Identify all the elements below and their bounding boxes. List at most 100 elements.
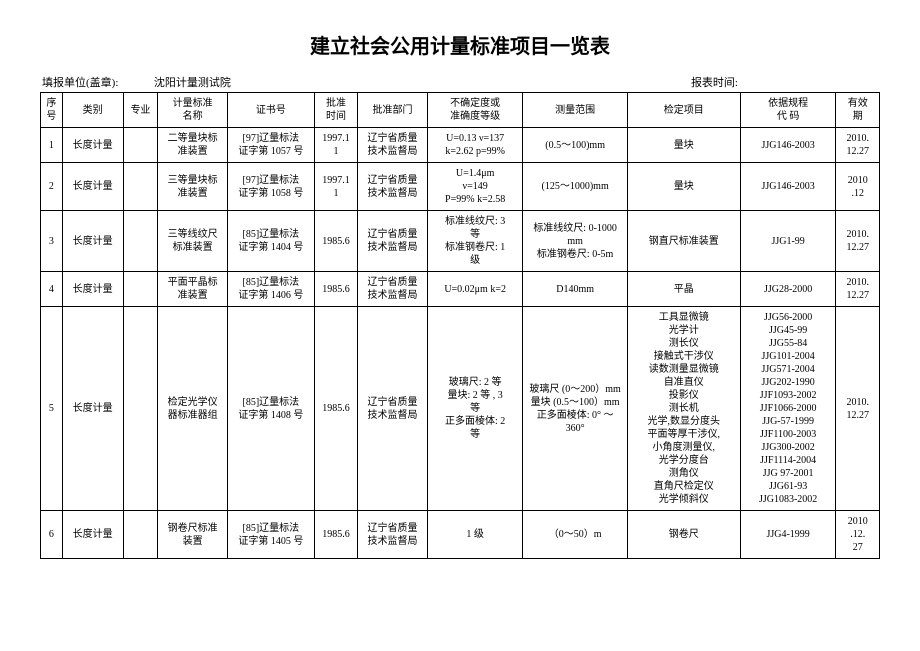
cell-apdt: 1997.1 1: [314, 163, 357, 211]
cell-std: 钢卷尺标准 装置: [158, 511, 228, 559]
col-header: 测量范围: [523, 93, 627, 128]
cell-code: JJG56-2000 JJG45-99 JJG55-84 JJG101-2004…: [740, 307, 836, 511]
header-left-label: 填报单位(盖章):: [42, 77, 118, 89]
header-row: 填报单位(盖章): 沈阳计量测试院 报表时间:: [40, 74, 880, 90]
cell-uncert: U=0.02μm k=2: [427, 272, 523, 307]
cell-std: 检定光学仪 器标准器组: [158, 307, 228, 511]
col-header: 批准部门: [358, 93, 428, 128]
cell-cat: 长度计量: [62, 163, 123, 211]
cell-code: JJG28-2000: [740, 272, 836, 307]
table-row: 3长度计量三等线纹尺 标准装置[85]辽量标法 证字第 1404 号1985.6…: [41, 211, 880, 272]
cell-code: JJG4-1999: [740, 511, 836, 559]
table-row: 4长度计量平面平晶标 准装置[85]辽量标法 证字第 1406 号1985.6辽…: [41, 272, 880, 307]
cell-seq: 1: [41, 128, 63, 163]
cell-cert: [97]辽量标法 证字第 1057 号: [227, 128, 314, 163]
cell-uncert: 玻璃尺: 2 等 量块: 2 等 , 3 等 正多面棱体: 2 等: [427, 307, 523, 511]
cell-item: 量块: [627, 128, 740, 163]
cell-range: (125～1000)mm: [523, 163, 627, 211]
cell-prof: [123, 272, 158, 307]
col-header: 证书号: [227, 93, 314, 128]
cell-item: 工具显微镜 光学计 测长仪 接触式干涉仪 读数测量显微镜 自准直仪 投影仪 测长…: [627, 307, 740, 511]
header-left: 填报单位(盖章): 沈阳计量测试院: [42, 74, 231, 90]
cell-prof: [123, 511, 158, 559]
cell-item: 钢直尺标准装置: [627, 211, 740, 272]
cell-uncert: U=1.4μm ν=149 P=99% k=2.58: [427, 163, 523, 211]
table-header-row: 序 号 类别 专业 计量标准 名称 证书号 批准 时间 批准部门 不确定度或 准…: [41, 93, 880, 128]
cell-valid: 2010. 12.27: [836, 272, 880, 307]
cell-apdt: 1985.6: [314, 272, 357, 307]
col-header: 检定项目: [627, 93, 740, 128]
cell-item: 钢卷尺: [627, 511, 740, 559]
cell-apdp: 辽宁省质量 技术监督局: [358, 128, 428, 163]
cell-std: 三等线纹尺 标准装置: [158, 211, 228, 272]
cell-std: 二等量块标 准装置: [158, 128, 228, 163]
table-row: 2长度计量三等量块标 准装置[97]辽量标法 证字第 1058 号1997.1 …: [41, 163, 880, 211]
cell-seq: 5: [41, 307, 63, 511]
col-header: 有效 期: [836, 93, 880, 128]
cell-seq: 4: [41, 272, 63, 307]
cell-prof: [123, 211, 158, 272]
cell-range: （0～50）m: [523, 511, 627, 559]
col-header: 计量标准 名称: [158, 93, 228, 128]
cell-std: 平面平晶标 准装置: [158, 272, 228, 307]
col-header: 类别: [62, 93, 123, 128]
col-header: 依据规程 代 码: [740, 93, 836, 128]
cell-valid: 2010. 12.27: [836, 307, 880, 511]
table-body: 1长度计量二等量块标 准装置[97]辽量标法 证字第 1057 号1997.1 …: [41, 128, 880, 559]
cell-valid: 2010 .12: [836, 163, 880, 211]
cell-prof: [123, 128, 158, 163]
cell-valid: 2010. 12.27: [836, 128, 880, 163]
main-table: 序 号 类别 专业 计量标准 名称 证书号 批准 时间 批准部门 不确定度或 准…: [40, 92, 880, 559]
cell-apdt: 1985.6: [314, 511, 357, 559]
cell-uncert: 1 级: [427, 511, 523, 559]
header-right-label: 报表时间:: [691, 77, 738, 89]
cell-code: JJG146-2003: [740, 128, 836, 163]
cell-std: 三等量块标 准装置: [158, 163, 228, 211]
cell-cat: 长度计量: [62, 511, 123, 559]
cell-apdp: 辽宁省质量 技术监督局: [358, 163, 428, 211]
cell-prof: [123, 163, 158, 211]
cell-seq: 2: [41, 163, 63, 211]
cell-seq: 3: [41, 211, 63, 272]
cell-cert: [97]辽量标法 证字第 1058 号: [227, 163, 314, 211]
table-row: 1长度计量二等量块标 准装置[97]辽量标法 证字第 1057 号1997.1 …: [41, 128, 880, 163]
cell-cert: [85]辽量标法 证字第 1405 号: [227, 511, 314, 559]
cell-range: D140mm: [523, 272, 627, 307]
cell-apdp: 辽宁省质量 技术监督局: [358, 272, 428, 307]
col-header: 批准 时间: [314, 93, 357, 128]
header-right: 报表时间:: [691, 74, 738, 90]
cell-apdt: 1985.6: [314, 211, 357, 272]
cell-apdp: 辽宁省质量 技术监督局: [358, 211, 428, 272]
cell-cert: [85]辽量标法 证字第 1406 号: [227, 272, 314, 307]
cell-range: 玻璃尺 (0～200）mm 量块 (0.5～100）mm 正多面棱体: 0° ～…: [523, 307, 627, 511]
cell-apdt: 1985.6: [314, 307, 357, 511]
cell-range: 标准线纹尺: 0-1000 mm 标准钢卷尺: 0-5m: [523, 211, 627, 272]
cell-item: 平晶: [627, 272, 740, 307]
cell-range: (0.5～100)mm: [523, 128, 627, 163]
cell-cert: [85]辽量标法 证字第 1408 号: [227, 307, 314, 511]
cell-cert: [85]辽量标法 证字第 1404 号: [227, 211, 314, 272]
cell-code: JJG1-99: [740, 211, 836, 272]
table-row: 6长度计量钢卷尺标准 装置[85]辽量标法 证字第 1405 号1985.6辽宁…: [41, 511, 880, 559]
header-left-value: 沈阳计量测试院: [154, 77, 231, 89]
cell-uncert: 标准线纹尺: 3 等 标准钢卷尺: 1 级: [427, 211, 523, 272]
cell-valid: 2010. 12.27: [836, 211, 880, 272]
cell-cat: 长度计量: [62, 272, 123, 307]
cell-cat: 长度计量: [62, 211, 123, 272]
cell-cat: 长度计量: [62, 307, 123, 511]
cell-item: 量块: [627, 163, 740, 211]
page-title: 建立社会公用计量标准项目一览表: [40, 30, 880, 59]
col-header: 序 号: [41, 93, 63, 128]
cell-cat: 长度计量: [62, 128, 123, 163]
cell-seq: 6: [41, 511, 63, 559]
cell-prof: [123, 307, 158, 511]
col-header: 专业: [123, 93, 158, 128]
cell-apdp: 辽宁省质量 技术监督局: [358, 307, 428, 511]
cell-uncert: U=0.13 ν=137 k=2.62 p=99%: [427, 128, 523, 163]
col-header: 不确定度或 准确度等级: [427, 93, 523, 128]
table-row: 5长度计量检定光学仪 器标准器组[85]辽量标法 证字第 1408 号1985.…: [41, 307, 880, 511]
cell-apdt: 1997.1 1: [314, 128, 357, 163]
cell-valid: 2010 .12. 27: [836, 511, 880, 559]
cell-code: JJG146-2003: [740, 163, 836, 211]
cell-apdp: 辽宁省质量 技术监督局: [358, 511, 428, 559]
